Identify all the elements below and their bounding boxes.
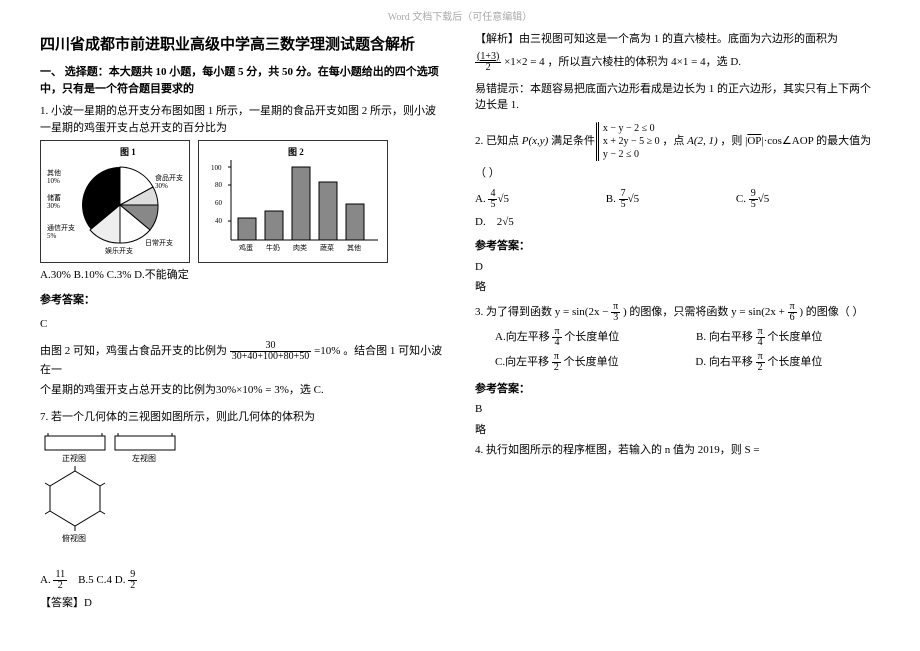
svg-text:40: 40 (215, 217, 223, 225)
q2-pre: 2. 已知点 (475, 135, 519, 147)
q3-post: ) 的图像（ ） (799, 306, 863, 318)
q1-sol-line2: 个星期的鸡蛋开支占总开支的比例为30%×10% = 3%，选 C. (40, 382, 445, 399)
frac-pi3: π3 (611, 302, 620, 323)
q3-f2: y = sin(2x + (731, 306, 785, 318)
svg-text:肉类: 肉类 (293, 243, 307, 252)
q1-text: 1. 小波一星期的总开支分布图如图 1 所示，一星期的食品开支如图 2 所示，则… (40, 103, 445, 136)
doc-title: 四川省成都市前进职业高级中学高三数学理测试题含解析 (40, 33, 445, 54)
vol-line: ，所以直六棱柱的体积为 4×1 = 4，选 D. (547, 56, 741, 68)
svg-text:通信开支: 通信开支 (47, 223, 75, 232)
q4-text: 4. 执行如图所示的程序框图，若输入的 n 值为 2019，则 S = (475, 442, 880, 459)
q3-lue: 略 (475, 422, 880, 439)
svg-text:60: 60 (215, 199, 223, 207)
svg-text:30%: 30% (47, 202, 60, 210)
q7-solution-head: 【解析】由三视图可知这是一个高为 1 的直六棱柱。底面为六边形的面积为 (475, 31, 880, 48)
svg-text:100: 100 (211, 164, 222, 172)
svg-text:5%: 5% (47, 232, 57, 240)
q1-answer: C (40, 316, 445, 333)
figures-row: 图 1 其他10% 储蓄30% 通信开支5% 娱乐开支 日常开支 食品开支30% (40, 140, 445, 263)
answer-label-3: 参考答案： (475, 381, 880, 398)
opt-b2: B. 75√5 (606, 189, 639, 210)
svg-text:牛奶: 牛奶 (266, 243, 280, 252)
frac-a: 112 (53, 570, 67, 591)
q2-line: 2. 已知点 P(x,y) 满足条件 x − y − 2 ≤ 0 x + 2y … (475, 122, 880, 185)
q7-solution-calc: (1+3)2 ×1×2 = 4 ，所以直六棱柱的体积为 4×1 = 4，选 D. (475, 52, 880, 73)
section-head: 一、 选择题：本大题共 10 小题，每小题 5 分，共 50 分。在每小题给出的… (40, 64, 445, 97)
q2-mid: 满足条件 (551, 135, 595, 147)
q3-opt-b: B. 向右平移 π4 个长度单位 (696, 327, 822, 348)
svg-text:蔬菜: 蔬菜 (320, 243, 334, 252)
q2-options: A. 45√5 B. 75√5 C. 95√5 (475, 189, 880, 210)
svg-text:日常开支: 日常开支 (145, 238, 173, 247)
svg-text:鸡蛋: 鸡蛋 (239, 243, 253, 252)
sys-3: y − 2 ≤ 0 (603, 148, 660, 161)
svg-text:10%: 10% (47, 177, 60, 185)
opt-c2: C. 95√5 (736, 189, 769, 210)
svg-text:食品开支: 食品开支 (155, 173, 183, 182)
svg-text:其他: 其他 (347, 243, 361, 252)
svg-text:俯视图: 俯视图 (62, 533, 86, 543)
q2-lue: 略 (475, 279, 880, 296)
q3-f1: y = sin(2x − (555, 306, 609, 318)
q7-answer-label: 【答案】D (40, 595, 445, 612)
opt-a2: A. 45√5 (475, 189, 509, 210)
frac-area: (1+3)2 (475, 52, 501, 73)
frac-pi6: π6 (788, 302, 797, 323)
q2-P: P(x,y) (522, 135, 549, 147)
q7-text: 7. 若一个几何体的三视图如图所示，则此几何体的体积为 (40, 409, 445, 426)
svg-text:正视图: 正视图 (62, 453, 86, 463)
main-container: 四川省成都市前进职业高级中学高三数学理测试题含解析 一、 选择题：本大题共 10… (0, 27, 920, 616)
svg-text:娱乐开支: 娱乐开支 (105, 246, 133, 255)
sys-2: x + 2y − 5 ≥ 0 (603, 135, 660, 148)
sol-pre: 由图 2 可知，鸡蛋占食品开支的比例为 (40, 345, 227, 357)
figure-1: 图 1 其他10% 储蓄30% 通信开支5% 娱乐开支 日常开支 食品开支30% (40, 140, 190, 263)
opt-a: A. (40, 574, 51, 586)
q2-answer: D (475, 259, 880, 276)
q3-opts-row2: C.向左平移 π2 个长度单位 D. 向右平移 π2 个长度单位 (475, 352, 880, 373)
q3-mid: ) 的图像，只需将函数 (623, 306, 728, 318)
answer-label-2: 参考答案： (475, 238, 880, 255)
svg-text:图 2: 图 2 (288, 147, 304, 157)
q1-options: A.30% B.10% C.3% D.不能确定 (40, 267, 445, 284)
svg-text:其他: 其他 (47, 168, 61, 177)
q3-line: 3. 为了得到函数 y = sin(2x − π3 ) 的图像，只需将函数 y … (475, 302, 880, 323)
answer-label-1: 参考答案： (40, 292, 445, 309)
left-column: 四川省成都市前进职业高级中学高三数学理测试题含解析 一、 选择题：本大题共 10… (40, 27, 445, 616)
right-column: 【解析】由三视图可知这是一个高为 1 的直六棱柱。底面为六边形的面积为 (1+3… (475, 27, 880, 616)
q7-options: A. 112 B.5 C.4 D. 92 (40, 570, 445, 591)
system-brace: x − y − 2 ≤ 0 x + 2y − 5 ≥ 0 y − 2 ≤ 0 (598, 122, 660, 161)
error-note: 易错提示：本题容易把底面六边形看成是边长为 1 的正六边形，其实只有上下两个边长… (475, 81, 880, 114)
figure-3views: 正视图 左视图 俯视图 (40, 431, 445, 564)
q3-opt-c: C.向左平移 π2 个长度单位 (495, 352, 619, 373)
svg-text:80: 80 (215, 181, 223, 189)
q3-answer: B (475, 401, 880, 418)
q3-pre: 3. 为了得到函数 (475, 306, 552, 318)
opt-d2: D. 2√5 (475, 214, 880, 231)
q1-solution: 由图 2 可知，鸡蛋占食品开支的比例为 3030+40+100+80+50 =1… (40, 341, 445, 379)
svg-text:30%: 30% (155, 182, 168, 190)
area-rest: ×1×2 = 4 (504, 56, 545, 68)
q3-opt-d: D. 向右平移 π2 个长度单位 (695, 352, 822, 373)
opts-rest: B.5 C.4 D. (78, 574, 125, 586)
frac-d: 92 (128, 570, 137, 591)
page-header: Word 文档下载后（可任意编辑） (0, 0, 920, 27)
fig1-label: 图 1 (120, 147, 136, 157)
q2-OP: OP (747, 135, 761, 147)
q2-post1: ，点 (662, 135, 684, 147)
q3-opt-a: A.向左平移 π4 个长度单位 (495, 327, 619, 348)
svg-text:储蓄: 储蓄 (47, 193, 61, 202)
figure-2: 图 2 100 80 60 40 鸡蛋 牛奶 肉类 蔬菜 其他 (198, 140, 388, 263)
svg-text:左视图: 左视图 (132, 453, 156, 463)
q2-A: A(2, 1) (687, 135, 718, 147)
eq: =10% (314, 345, 340, 357)
sys-1: x − y − 2 ≤ 0 (603, 122, 660, 135)
fraction: 3030+40+100+80+50 (230, 341, 312, 362)
q3-opts-row1: A.向左平移 π4 个长度单位 B. 向右平移 π4 个长度单位 (475, 327, 880, 348)
q2-post2: ，则 | (720, 135, 747, 147)
